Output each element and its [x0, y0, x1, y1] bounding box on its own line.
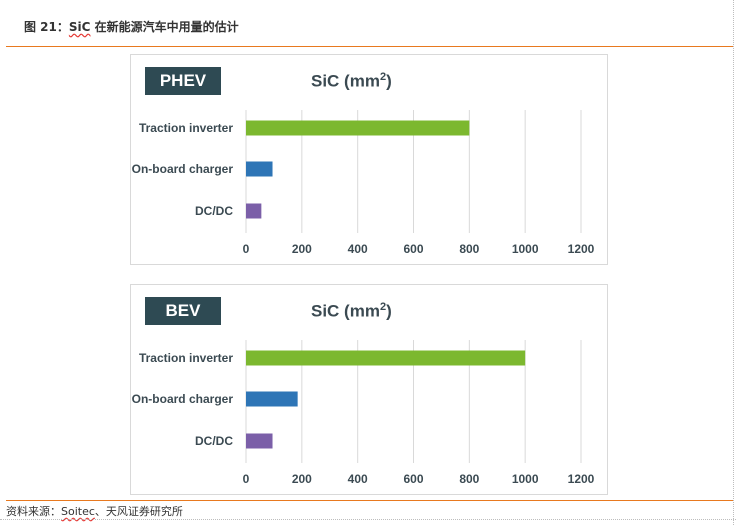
figure-label: 图 21：	[24, 20, 69, 34]
bev-category-label-on-board-charger: On-board charger	[132, 392, 234, 406]
bev-badge: BEV	[145, 297, 221, 325]
source-suffix: 、天风证券研究所	[94, 505, 183, 518]
figure-title-text: 在新能源汽车中用量的估计	[90, 20, 239, 34]
bev-chart-svg: 0 200 400 600 800 1000 1200 Traction inverter On…	[132, 340, 595, 486]
phev-chart-title-end: )	[386, 71, 392, 91]
phev-chart-title-sup: 2	[379, 71, 387, 83]
phev-chart-title-text: SiC (mm	[311, 71, 380, 91]
source-prefix: 资料来源：	[6, 505, 61, 518]
phev-x-tick-label-0: 0	[243, 242, 250, 256]
phev-x-tick-label-400: 400	[348, 242, 368, 256]
phev-category-label-dc-dc: DC/DC	[195, 204, 233, 218]
frame-border-right	[733, 0, 734, 525]
phev-bar-on-board-charger	[246, 161, 273, 177]
bev-chart-panel: 0 200 400 600 800 1000 1200 Traction inverter On…	[130, 284, 608, 495]
title-divider	[6, 46, 734, 47]
phev-bar-traction-inverter	[246, 120, 470, 136]
phev-x-tick-label-1000: 1000	[512, 242, 539, 256]
bev-x-tick-label-800: 800	[459, 472, 479, 486]
bev-chart-title-sup: 2	[379, 301, 387, 313]
phev-category-label-traction-inverter: Traction inverter	[139, 121, 233, 135]
bev-bar-dc-dc	[246, 433, 273, 449]
bev-category-label-traction-inverter: Traction inverter	[139, 351, 233, 365]
bev-x-tick-label-1200: 1200	[568, 472, 595, 486]
bev-chart-title: SiC (mm2)	[311, 301, 392, 322]
figure-title: 图 21：SiC 在新能源汽车中用量的估计	[24, 18, 239, 35]
bev-chart-title-text: SiC (mm	[311, 301, 380, 321]
phev-chart-title: SiC (mm2)	[311, 71, 392, 92]
bev-x-tick-label-200: 200	[292, 472, 312, 486]
phev-x-tick-label-600: 600	[403, 242, 423, 256]
figure-title-sic: SiC	[68, 20, 91, 34]
phev-chart-svg: 0 200 400 600 800 1000 1200 Traction inverter On…	[132, 110, 595, 256]
bev-category-label-dc-dc: DC/DC	[195, 434, 233, 448]
bev-x-tick-label-400: 400	[348, 472, 368, 486]
bev-chart-title-end: )	[386, 301, 392, 321]
source-note: 资料来源：Soitec、天风证券研究所	[6, 503, 183, 519]
source-divider	[6, 500, 734, 501]
bev-bar-traction-inverter	[246, 350, 526, 366]
phev-x-tick-label-200: 200	[292, 242, 312, 256]
bev-x-tick-label-1000: 1000	[512, 472, 539, 486]
source-org: Soitec	[61, 505, 95, 518]
bev-x-tick-label-600: 600	[403, 472, 423, 486]
phev-category-label-on-board-charger: On-board charger	[132, 162, 234, 176]
phev-chart-panel: 0 200 400 600 800 1000 1200 Traction inverter On…	[130, 54, 608, 265]
phev-x-tick-label-800: 800	[459, 242, 479, 256]
bev-bar-on-board-charger	[246, 391, 298, 407]
frame-border-bottom	[0, 519, 736, 520]
bev-x-tick-label-0: 0	[243, 472, 250, 486]
phev-badge: PHEV	[145, 67, 221, 95]
phev-x-tick-label-1200: 1200	[568, 242, 595, 256]
phev-bar-dc-dc	[246, 203, 262, 219]
